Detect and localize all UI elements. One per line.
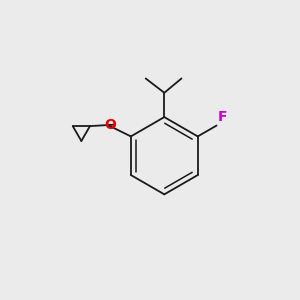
Text: O: O [105, 118, 116, 132]
Text: F: F [218, 110, 227, 124]
